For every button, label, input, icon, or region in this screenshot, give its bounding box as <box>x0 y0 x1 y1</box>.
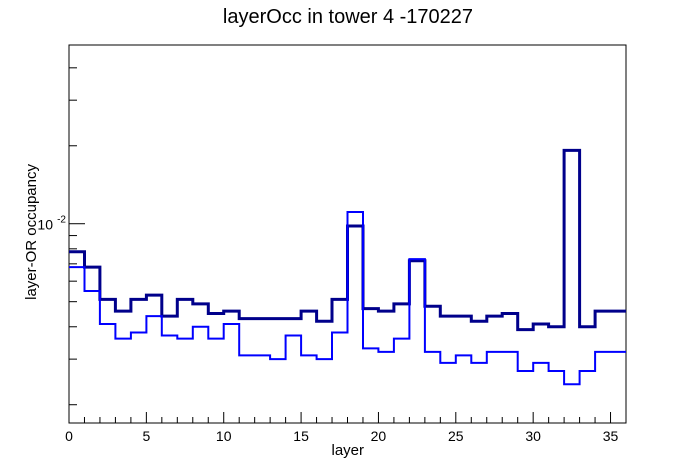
x-tick-label: 0 <box>65 428 73 444</box>
y-axis-label: layer-OR occupancy <box>23 164 40 300</box>
y-tick-label-base: 10 <box>37 217 53 233</box>
x-tick-label: 30 <box>525 428 541 444</box>
x-tick-label: 25 <box>448 428 464 444</box>
x-tick-label: 15 <box>293 428 309 444</box>
x-axis-label: layer <box>331 442 364 459</box>
x-tick-label: 5 <box>142 428 150 444</box>
histogram-series-2 <box>69 211 626 386</box>
y-tick-label-exponent: -2 <box>57 215 66 226</box>
x-tick-label: 10 <box>216 428 232 444</box>
chart-title: layerOcc in tower 4 -170227 <box>222 6 474 28</box>
x-tick-label: 35 <box>603 428 619 444</box>
x-tick-label: 20 <box>371 428 387 444</box>
